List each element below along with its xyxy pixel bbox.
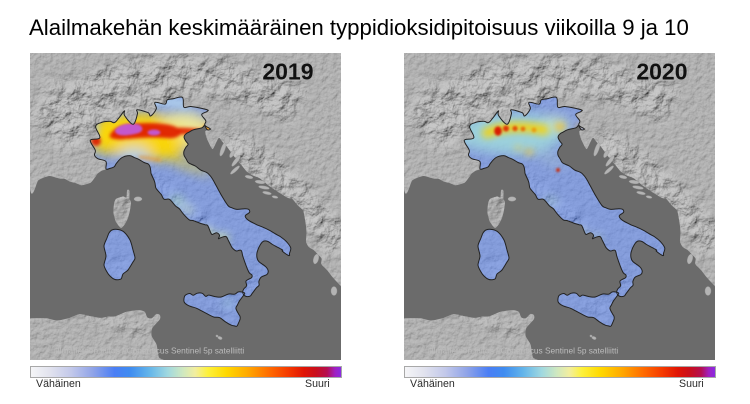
svg-text:2020: 2020 [636,59,687,85]
svg-text:Ilmatieteen laitos / Copernicu: Ilmatieteen laitos / Copernicus Sentinel… [58,346,245,356]
svg-text:Ilmatieteen laitos / Copernicu: Ilmatieteen laitos / Copernicus Sentinel… [432,346,619,356]
svg-text:2019: 2019 [262,59,313,85]
